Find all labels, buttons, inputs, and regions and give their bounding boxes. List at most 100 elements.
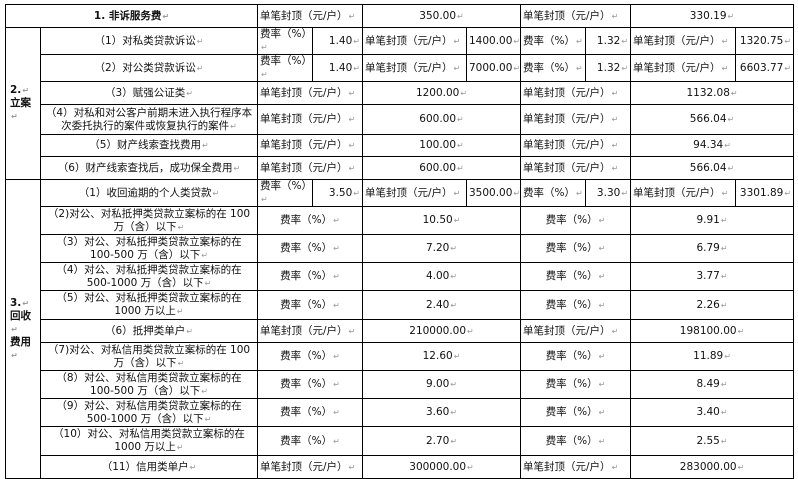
value-b: 11.89 bbox=[630, 342, 795, 371]
value-a: 100.00 bbox=[361, 134, 522, 157]
value-a: 600.00 bbox=[361, 104, 522, 135]
table-row: 2.立案（1）对私类贷款诉讼费率（%）1.40单笔封顶（元/户）1400.00费… bbox=[5, 27, 795, 180]
cap-value-b: 1320.75 bbox=[735, 27, 795, 55]
value-a: 9.00 bbox=[361, 370, 522, 399]
value-b: 6.79 bbox=[630, 234, 795, 263]
value-a: 1200.00 bbox=[361, 81, 522, 105]
value-b: 566.04 bbox=[630, 156, 795, 180]
item-name: （8）对公、对私信用类贷款立案标的在 100-500 万（含）以下 bbox=[40, 370, 258, 399]
item-name: （5）财产线索查找费用 bbox=[40, 134, 258, 157]
table-row: （11）信用类单户单笔封顶（元/户）300000.00单笔封顶（元/户）2830… bbox=[6, 455, 795, 479]
value-b: 8.49 bbox=[630, 370, 795, 399]
cap-label: 单笔封顶（元/户） bbox=[520, 4, 632, 28]
rate-label: 费率（%） bbox=[257, 206, 363, 235]
item-name: （2）对公类贷款诉讼 bbox=[40, 54, 258, 82]
value-b: 1132.08 bbox=[630, 81, 795, 105]
rate-label: 费率（%） bbox=[257, 234, 363, 263]
value-b: 2.26 bbox=[630, 290, 795, 320]
item-name: （10）对公、对私信用类贷款立案标的在 1000 万以上 bbox=[40, 426, 258, 456]
table-row: （5）对公、对私抵押类贷款立案标的在 1000 万以上费率（%）2.40费率（%… bbox=[6, 290, 795, 320]
rate-value-a: 1.40 bbox=[312, 27, 363, 55]
cap-label: 单笔封顶（元/户） bbox=[520, 81, 632, 105]
item-name: （6）财产线索查找后，成功保全费用 bbox=[40, 156, 258, 180]
item-name: （4）对公、对私抵押类贷款立案标的在 500-1000 万（含）以下 bbox=[40, 262, 258, 291]
section1-value-b: 330.19 bbox=[630, 4, 795, 28]
cap-value-a: 1400.00 bbox=[465, 27, 522, 55]
value-a: 600.00 bbox=[361, 156, 522, 180]
rate-label: 费率（%） bbox=[520, 27, 587, 55]
item-name: （7)对公、对私信用类贷款立案标的在 100 万（含）以下 bbox=[40, 342, 258, 371]
rate-label: 费率（%） bbox=[520, 370, 632, 399]
rate-label: 费率（%） bbox=[520, 398, 632, 427]
item-name: （1）收回逾期的个人类贷款 bbox=[40, 179, 258, 207]
section1-title: 1. 非诉服务费 bbox=[5, 4, 258, 28]
cap-value-a: 3500.00 bbox=[465, 179, 522, 207]
rate-label: 费率（%） bbox=[257, 54, 313, 82]
rate-value-b: 1.32 bbox=[585, 27, 632, 55]
cap-label: 单笔封顶（元/户） bbox=[520, 455, 632, 479]
cap-label: 单笔封顶（元/户） bbox=[520, 156, 632, 180]
value-a: 300000.00 bbox=[361, 455, 522, 479]
cap-label: 单笔封顶（元/户） bbox=[257, 156, 363, 180]
cap-label: 单笔封顶（元/户） bbox=[257, 319, 363, 343]
rate-label: 费率（%） bbox=[257, 370, 363, 399]
table-row: 3.回收费用（1）收回逾期的个人类贷款费率（%）3.50单笔封顶（元/户）350… bbox=[5, 179, 795, 479]
item-name: （6）抵押类单户 bbox=[40, 319, 258, 343]
fee-table: 1. 非诉服务费 单笔封顶（元/户） 350.00 单笔封顶（元/户） 330.… bbox=[5, 4, 795, 479]
item-name: （3）对公、对私抵押类贷款立案标的在 100-500 万（含）以下 bbox=[40, 234, 258, 263]
value-b: 566.04 bbox=[630, 104, 795, 135]
section1-row: 1. 非诉服务费 单笔封顶（元/户） 350.00 单笔封顶（元/户） 330.… bbox=[5, 4, 795, 28]
value-a: 4.00 bbox=[361, 262, 522, 291]
rate-value-b: 1.32 bbox=[585, 54, 632, 82]
cap-label: 单笔封顶（元/户） bbox=[257, 104, 363, 135]
category-label: 立案 bbox=[10, 97, 38, 123]
cap-label: 单笔封顶（元/户） bbox=[520, 104, 632, 135]
rate-value-a: 1.40 bbox=[312, 54, 363, 82]
category-label: 3. bbox=[10, 297, 38, 310]
rate-label: 费率（%） bbox=[257, 179, 313, 207]
table-row: （6）财产线索查找后，成功保全费用单笔封顶（元/户）600.00单笔封顶（元/户… bbox=[6, 156, 795, 180]
value-b: 2.55 bbox=[630, 426, 795, 456]
rate-label: 费率（%） bbox=[520, 206, 632, 235]
cap-label: 单笔封顶（元/户） bbox=[362, 54, 467, 82]
cap-value-a: 7000.00 bbox=[465, 54, 522, 82]
table-row: （3）赋强公证类单笔封顶（元/户）1200.00单笔封顶（元/户）1132.08 bbox=[6, 81, 795, 105]
value-b: 9.91 bbox=[630, 206, 795, 235]
value-b: 198100.00 bbox=[630, 319, 795, 343]
cap-label: 单笔封顶（元/户） bbox=[520, 134, 632, 157]
item-name: （11）信用类单户 bbox=[40, 455, 258, 479]
rate-label: 费率（%） bbox=[257, 398, 363, 427]
table-row: （9）对公、对私信用类贷款立案标的在 500-1000 万（含）以下费率（%）3… bbox=[6, 398, 795, 427]
cap-label: 单笔封顶（元/户） bbox=[520, 319, 632, 343]
category-label: 2. bbox=[10, 84, 38, 97]
section2-category: 2.立案 bbox=[5, 27, 41, 180]
value-a: 10.50 bbox=[361, 206, 522, 235]
rate-label: 费率（%） bbox=[520, 290, 632, 320]
cap-label: 单笔封顶（元/户） bbox=[630, 179, 737, 207]
cap-label: 单笔封顶（元/户） bbox=[257, 4, 363, 28]
table-row: （3）对公、对私抵押类贷款立案标的在 100-500 万（含）以下费率（%）7.… bbox=[6, 234, 795, 263]
rate-value-b: 3.30 bbox=[585, 179, 632, 207]
rate-label: 费率（%） bbox=[257, 290, 363, 320]
item-name: （3）赋强公证类 bbox=[40, 81, 258, 105]
rate-label: 费率（%） bbox=[520, 262, 632, 291]
cap-label: 单笔封顶（元/户） bbox=[630, 54, 737, 82]
value-a: 7.20 bbox=[361, 234, 522, 263]
rate-label: 费率（%） bbox=[520, 54, 587, 82]
value-b: 3.40 bbox=[630, 398, 795, 427]
cap-label: 单笔封顶（元/户） bbox=[362, 179, 467, 207]
item-name: （9）对公、对私信用类贷款立案标的在 500-1000 万（含）以下 bbox=[40, 398, 258, 427]
rate-label: 费率（%） bbox=[520, 342, 632, 371]
rate-label: 费率（%） bbox=[257, 342, 363, 371]
rate-label: 费率（%） bbox=[257, 426, 363, 456]
section1-value-a: 350.00 bbox=[361, 4, 522, 28]
cap-label: 单笔封顶（元/户） bbox=[257, 134, 363, 157]
value-a: 3.60 bbox=[361, 398, 522, 427]
value-b: 3.77 bbox=[630, 262, 795, 291]
table-row: （7)对公、对私信用类贷款立案标的在 100 万（含）以下费率（%）12.60费… bbox=[6, 342, 795, 371]
cap-label: 单笔封顶（元/户） bbox=[257, 81, 363, 105]
table-row: （8）对公、对私信用类贷款立案标的在 100-500 万（含）以下费率（%）9.… bbox=[6, 370, 795, 399]
rate-label: 费率（%） bbox=[520, 179, 587, 207]
item-name: （1）对私类贷款诉讼 bbox=[40, 27, 258, 55]
category-label: 费用 bbox=[10, 336, 38, 362]
